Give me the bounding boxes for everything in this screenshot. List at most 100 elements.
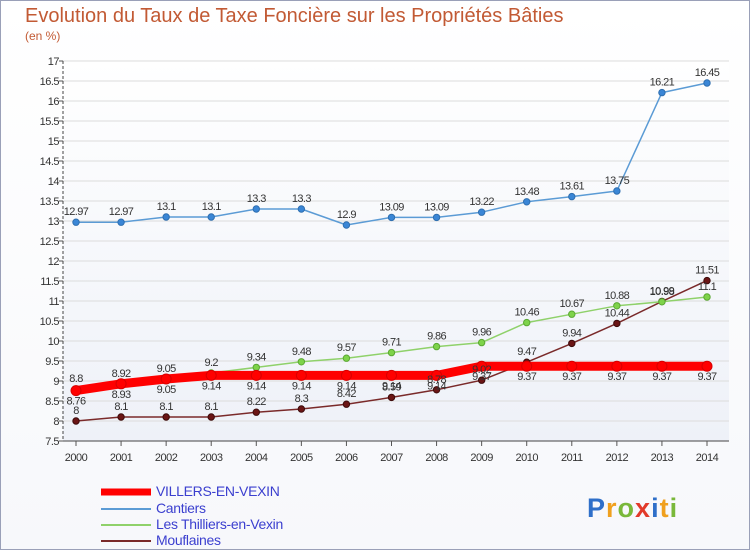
x-tick-label: 2007 xyxy=(380,452,403,464)
data-point-cantiers xyxy=(387,213,396,222)
data-point-cantiers xyxy=(613,187,621,195)
data-point-villers-en-vexin xyxy=(340,369,352,381)
data-label-cantiers: 13.3 xyxy=(247,193,266,205)
data-point-les-thilliers-en-vexin xyxy=(432,342,441,351)
data-label-cantiers: 13.48 xyxy=(514,186,539,198)
data-label-villers-en-vexin: 9.37 xyxy=(517,371,536,383)
data-point-villers-en-vexin xyxy=(70,385,82,397)
y-tick-label: 11 xyxy=(49,296,60,308)
data-label-cantiers: 12.97 xyxy=(64,206,89,218)
data-point-mouflaines xyxy=(117,413,125,421)
data-label-villers-en-vexin: 9.14 xyxy=(382,380,401,392)
svg-text:Proxiti: Proxiti xyxy=(587,493,678,523)
data-label-cantiers: 16.45 xyxy=(695,67,720,79)
x-tick-label: 2006 xyxy=(335,452,358,464)
data-point-villers-en-vexin xyxy=(115,378,127,390)
y-tick-label: 15 xyxy=(48,136,60,148)
x-tick-label: 2003 xyxy=(200,452,223,464)
data-point-mouflaines xyxy=(387,393,396,402)
axes: 7.588.599.51010.51111.51212.51313.51414.… xyxy=(40,56,729,464)
y-tick-label: 16.5 xyxy=(40,76,60,88)
data-label-villers-en-vexin: 9.14 xyxy=(292,380,311,392)
x-tick-label: 2008 xyxy=(425,452,448,464)
x-tick-label: 2013 xyxy=(651,452,674,464)
x-tick-label: 2002 xyxy=(155,452,178,464)
data-label-les-thilliers-en-vexin: 9.71 xyxy=(382,337,401,349)
data-label-mouflaines: 8.22 xyxy=(247,396,266,408)
x-tick-label: 2011 xyxy=(561,452,583,464)
data-label-les-thilliers-en-vexin: 10.88 xyxy=(605,290,630,302)
data-point-cantiers xyxy=(568,192,576,201)
data-label-les-thilliers-en-vexin: 11.1 xyxy=(698,281,717,293)
data-label-cantiers: 12.97 xyxy=(109,206,134,218)
proxiti-logo: Proxiti xyxy=(587,493,678,523)
data-label-cantiers: 13.61 xyxy=(560,181,585,193)
data-point-villers-en-vexin xyxy=(566,360,578,372)
data-point-les-thilliers-en-vexin xyxy=(252,363,260,372)
data-label-villers-en-vexin: 9.14 xyxy=(247,380,266,392)
data-label-cantiers: 13.3 xyxy=(292,193,311,205)
data-point-cantiers xyxy=(162,213,170,221)
x-tick-label: 2004 xyxy=(245,452,268,464)
chart-subtitle: (en %) xyxy=(25,29,61,43)
data-label-mouflaines: 8.1 xyxy=(159,401,173,413)
data-label-villers-en-vexin: 9.37 xyxy=(607,371,626,383)
data-label-mouflaines: 9.47 xyxy=(517,346,536,358)
data-point-les-thilliers-en-vexin xyxy=(387,348,396,357)
data-label-mouflaines: 8 xyxy=(73,405,79,417)
data-point-mouflaines xyxy=(432,386,441,394)
data-label-cantiers: 13.1 xyxy=(202,201,221,213)
data-labels: 8 8.1 8.1 8.1 8.22 8.3 8.42 8.59 8.78 9.02 9.47 9.9… xyxy=(64,67,721,417)
data-label-les-thilliers-en-vexin: 10.98 xyxy=(650,286,675,298)
data-point-mouflaines xyxy=(72,417,80,425)
data-label-villers-en-vexin: 8.76 xyxy=(66,396,85,408)
data-label-cantiers: 13.75 xyxy=(605,175,630,187)
data-point-villers-en-vexin xyxy=(386,369,397,381)
data-label-villers-en-vexin: 9.37 xyxy=(697,371,716,383)
data-label-les-thilliers-en-vexin: 9.2 xyxy=(204,357,218,369)
series-layer xyxy=(70,79,713,425)
data-label-les-thilliers-en-vexin: 9.57 xyxy=(337,342,356,354)
data-label-les-thilliers-en-vexin: 9.48 xyxy=(292,346,311,358)
data-point-cantiers xyxy=(477,208,486,216)
x-tick-label: 2009 xyxy=(470,452,493,464)
x-tick-label: 2010 xyxy=(515,452,538,464)
y-tick-label: 16 xyxy=(48,96,60,108)
data-point-mouflaines xyxy=(568,339,576,348)
data-point-mouflaines xyxy=(162,413,170,421)
x-tick-label: 2012 xyxy=(606,452,629,464)
data-label-mouflaines: 8.59 xyxy=(382,381,401,393)
data-point-mouflaines xyxy=(207,413,215,421)
data-point-les-thilliers-en-vexin xyxy=(613,302,621,310)
data-label-mouflaines: 8.42 xyxy=(337,388,356,400)
data-label-mouflaines: 8.3 xyxy=(295,393,309,405)
data-point-villers-en-vexin xyxy=(611,360,623,372)
data-point-villers-en-vexin xyxy=(701,360,713,372)
data-point-cantiers xyxy=(703,79,711,87)
data-label-cantiers: 13.22 xyxy=(469,196,494,208)
data-point-les-thilliers-en-vexin xyxy=(297,358,306,366)
data-point-cantiers xyxy=(117,218,125,226)
y-tick-label: 14.5 xyxy=(40,156,60,168)
y-tick-label: 12 xyxy=(48,256,60,268)
data-point-les-thilliers-en-vexin xyxy=(703,293,711,301)
data-point-cantiers xyxy=(432,213,441,222)
data-point-mouflaines xyxy=(703,276,711,285)
data-label-villers-en-vexin: 9.05 xyxy=(157,384,176,396)
data-label-mouflaines: 10.99 xyxy=(650,285,675,297)
legend-label-cantiers: Cantiers xyxy=(156,500,206,516)
y-tick-label: 10.5 xyxy=(40,316,60,328)
x-tick-label: 2014 xyxy=(696,452,719,464)
data-label-villers-en-vexin: 9.14 xyxy=(427,380,446,392)
data-point-les-thilliers-en-vexin xyxy=(477,338,486,347)
legend-label-les-thilliers-en-vexin: Les Thilliers-en-Vexin xyxy=(156,516,283,532)
y-tick-label: 13.5 xyxy=(40,196,60,208)
data-label-cantiers: 13.09 xyxy=(379,201,404,213)
data-label-cantiers: 13.1 xyxy=(157,201,176,213)
data-point-villers-en-vexin xyxy=(521,360,533,372)
data-point-mouflaines xyxy=(342,400,351,408)
y-tick-label: 17 xyxy=(48,56,60,68)
